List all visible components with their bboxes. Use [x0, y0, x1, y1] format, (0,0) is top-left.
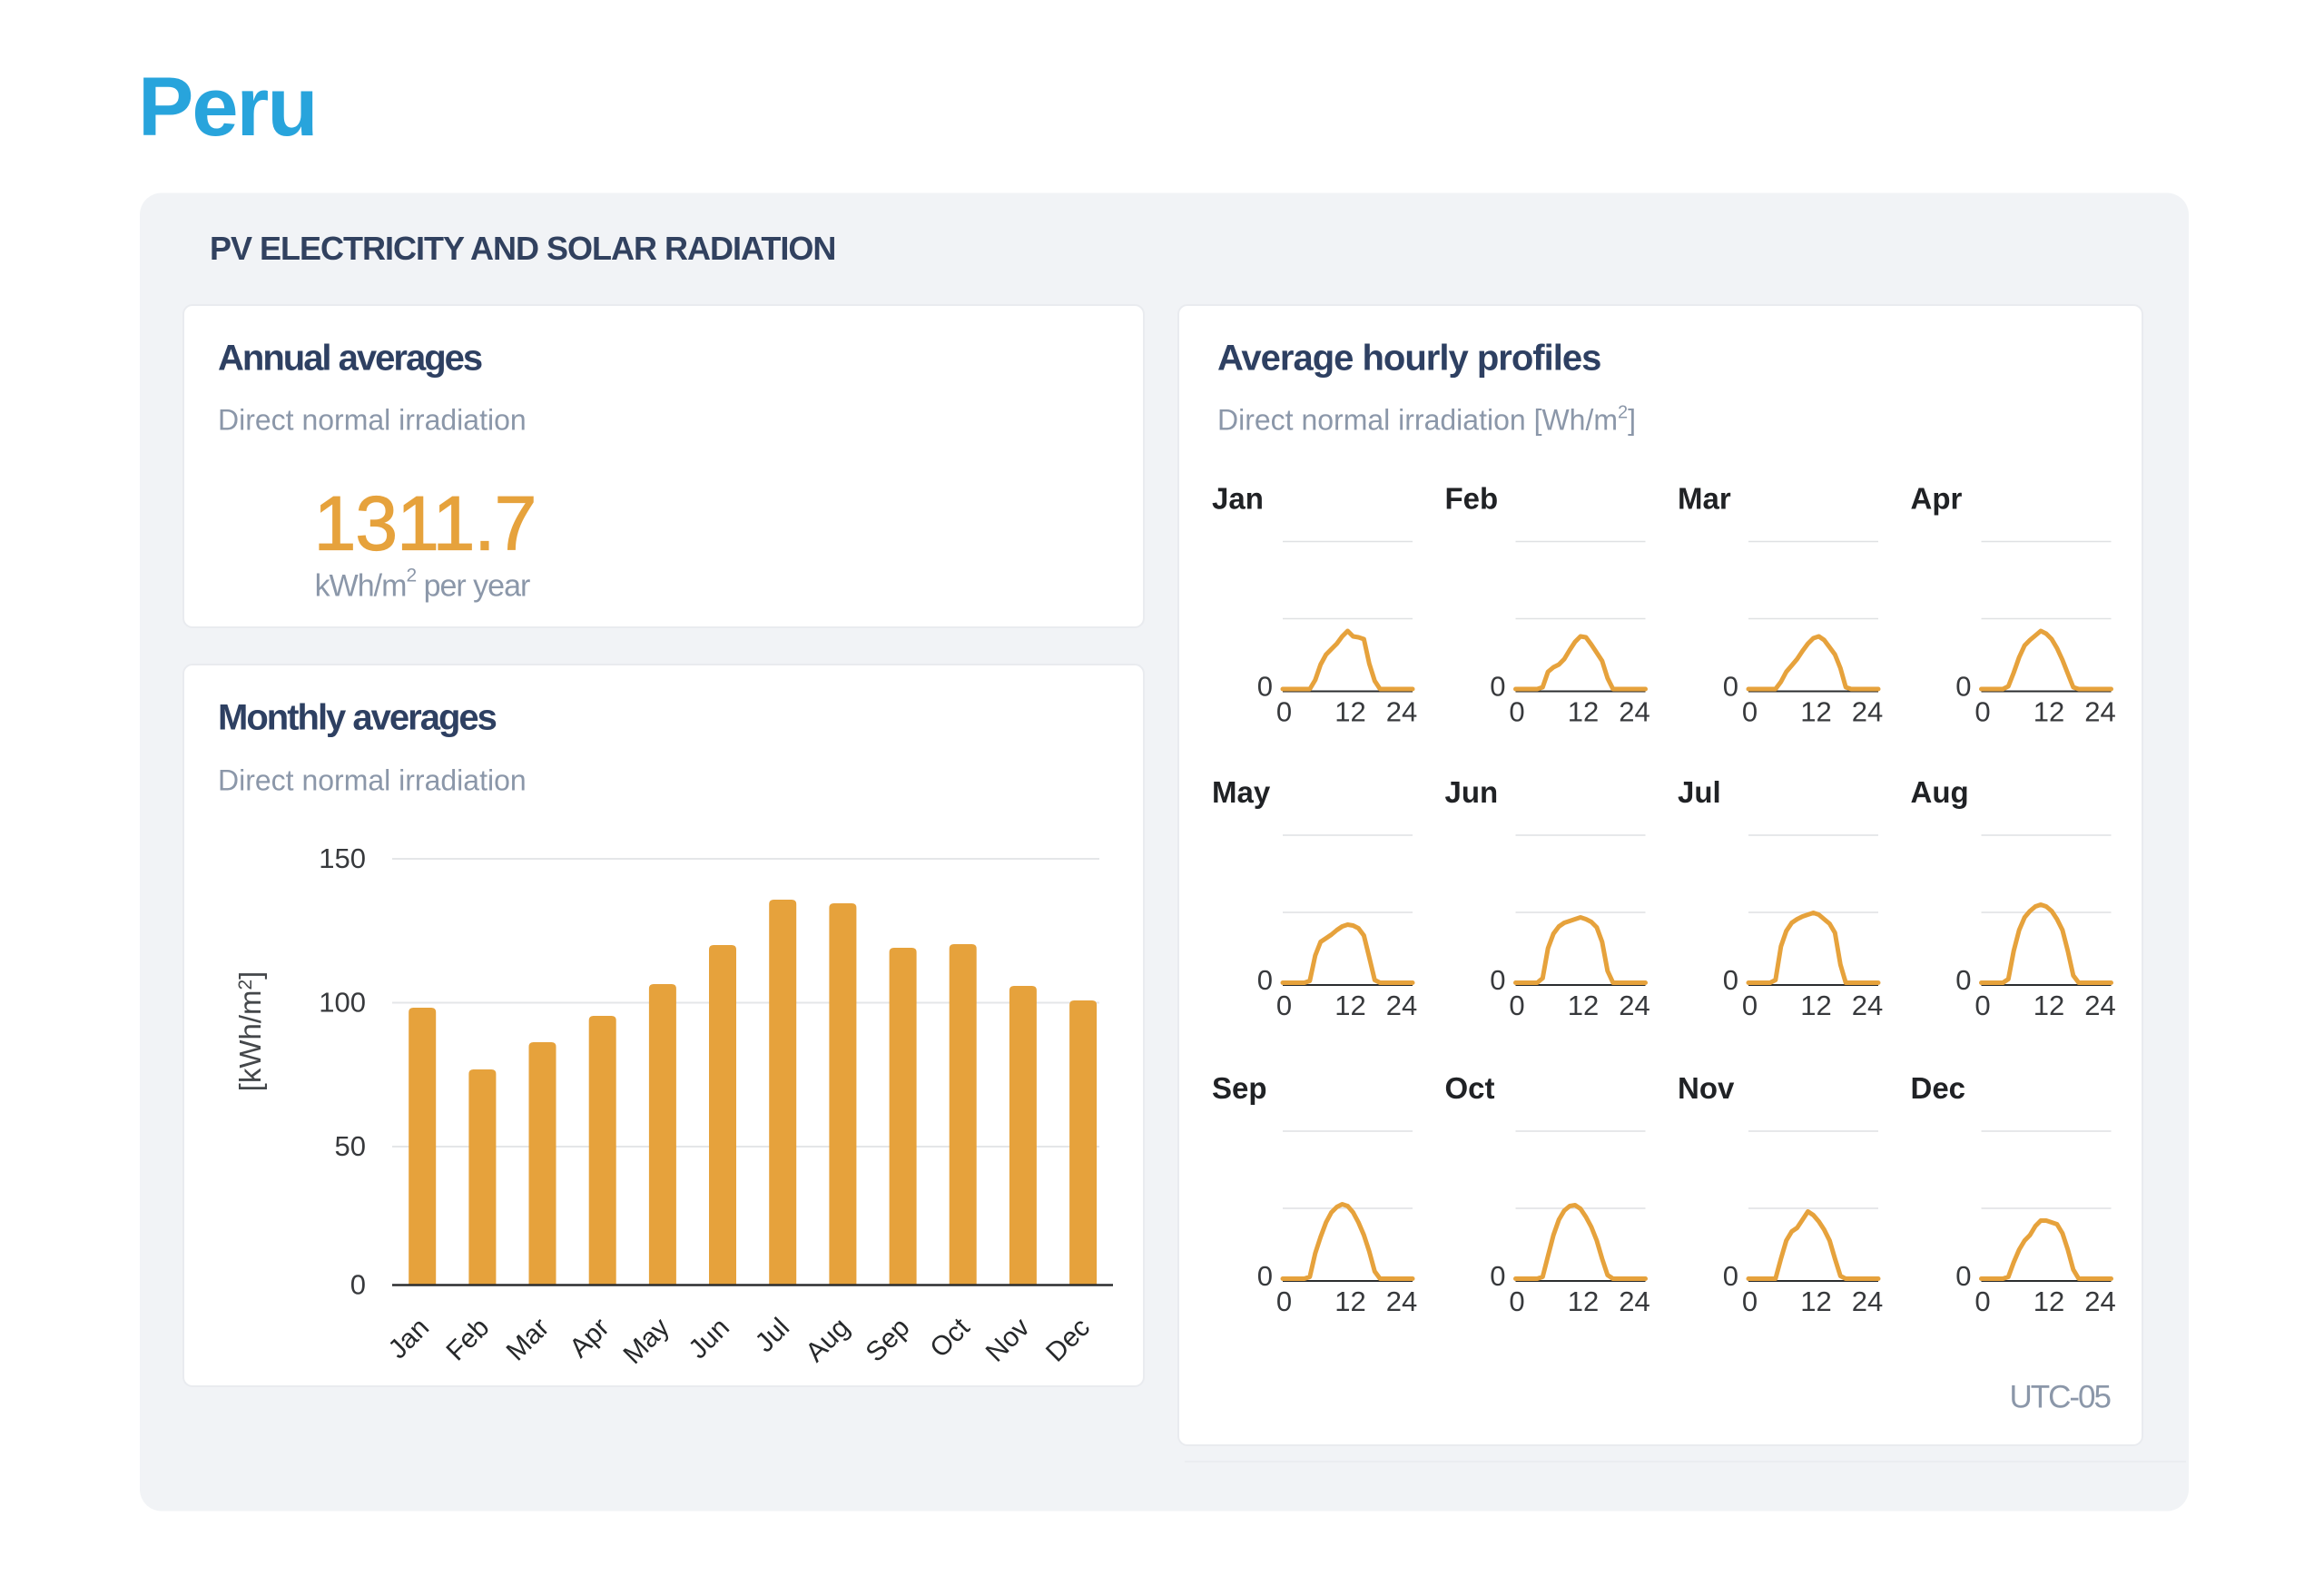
svg-text:24: 24	[1852, 696, 1883, 728]
svg-text:Nov: Nov	[1678, 1071, 1735, 1105]
svg-text:24: 24	[2084, 1285, 2115, 1317]
svg-text:Dec: Dec	[1911, 1071, 1966, 1105]
svg-text:0: 0	[1723, 1260, 1738, 1292]
svg-text:0: 0	[1490, 964, 1505, 996]
svg-text:PV ELECTRICITY AND SOLAR RADIA: PV ELECTRICITY AND SOLAR RADIATION	[210, 230, 835, 267]
svg-text:12: 12	[1800, 990, 1831, 1021]
svg-text:0: 0	[1742, 696, 1758, 728]
svg-text:Mar: Mar	[1678, 482, 1731, 516]
svg-text:Direct normal irradiation: Direct normal irradiation	[218, 404, 527, 437]
svg-text:0: 0	[1509, 696, 1524, 728]
svg-text:Aug: Aug	[1911, 775, 1969, 809]
svg-text:100: 100	[319, 987, 366, 1019]
svg-text:12: 12	[2034, 696, 2064, 728]
svg-text:Jun: Jun	[1445, 775, 1499, 809]
svg-text:kWh/m2 per year: kWh/m2 per year	[315, 566, 530, 604]
svg-text:0: 0	[1723, 964, 1738, 996]
svg-text:12: 12	[1568, 990, 1599, 1021]
svg-text:0: 0	[1509, 1285, 1524, 1317]
svg-text:Oct: Oct	[1445, 1071, 1495, 1105]
svg-text:0: 0	[1276, 696, 1292, 728]
svg-text:0: 0	[1490, 671, 1505, 703]
svg-text:12: 12	[1568, 696, 1599, 728]
svg-text:Sep: Sep	[1212, 1071, 1267, 1105]
svg-text:150: 150	[319, 842, 366, 874]
svg-text:12: 12	[1334, 1285, 1365, 1317]
svg-text:0: 0	[1257, 1260, 1273, 1292]
svg-text:[kWh/m2]: [kWh/m2]	[233, 971, 267, 1092]
svg-text:24: 24	[1386, 696, 1417, 728]
svg-text:24: 24	[1619, 696, 1649, 728]
svg-text:50: 50	[335, 1130, 366, 1162]
svg-text:12: 12	[2034, 990, 2064, 1021]
svg-text:0: 0	[350, 1269, 366, 1301]
svg-text:12: 12	[1568, 1285, 1599, 1317]
svg-text:Annual averages: Annual averages	[218, 339, 482, 379]
svg-text:24: 24	[1386, 990, 1417, 1021]
svg-text:Jan: Jan	[1212, 482, 1264, 516]
svg-text:12: 12	[2034, 1285, 2064, 1317]
svg-text:12: 12	[1800, 1285, 1831, 1317]
svg-text:12: 12	[1334, 696, 1365, 728]
svg-text:0: 0	[1974, 990, 1990, 1021]
svg-text:0: 0	[1276, 990, 1292, 1021]
svg-text:Peru: Peru	[138, 61, 317, 153]
svg-text:24: 24	[2084, 990, 2115, 1021]
svg-text:12: 12	[1800, 696, 1831, 728]
svg-text:24: 24	[1852, 1285, 1883, 1317]
svg-text:1311.7: 1311.7	[314, 481, 537, 566]
svg-text:0: 0	[1276, 1285, 1292, 1317]
svg-text:0: 0	[1257, 964, 1273, 996]
svg-text:0: 0	[1955, 671, 1971, 703]
svg-text:May: May	[1212, 775, 1271, 809]
svg-text:24: 24	[1852, 990, 1883, 1021]
svg-text:Apr: Apr	[1911, 482, 1963, 516]
svg-text:0: 0	[1955, 1260, 1971, 1292]
svg-text:0: 0	[1974, 696, 1990, 728]
svg-text:Direct normal irradiation: Direct normal irradiation	[218, 764, 527, 797]
svg-text:24: 24	[2084, 696, 2115, 728]
svg-text:Feb: Feb	[1445, 482, 1499, 516]
svg-text:0: 0	[1509, 990, 1524, 1021]
svg-text:Average hourly profiles: Average hourly profiles	[1217, 339, 1600, 379]
svg-text:0: 0	[1955, 964, 1971, 996]
svg-text:24: 24	[1619, 990, 1649, 1021]
svg-text:0: 0	[1257, 671, 1273, 703]
svg-text:0: 0	[1974, 1285, 1990, 1317]
svg-text:24: 24	[1619, 1285, 1649, 1317]
svg-text:0: 0	[1742, 1285, 1758, 1317]
svg-text:Direct normal irradiation [Wh/: Direct normal irradiation [Wh/m2]	[1217, 403, 1636, 437]
svg-text:0: 0	[1490, 1260, 1505, 1292]
svg-text:Monthly averages: Monthly averages	[218, 698, 497, 738]
svg-text:0: 0	[1742, 990, 1758, 1021]
svg-text:12: 12	[1334, 990, 1365, 1021]
svg-text:Jul: Jul	[1678, 775, 1721, 809]
svg-text:24: 24	[1386, 1285, 1417, 1317]
svg-text:UTC-05: UTC-05	[2009, 1379, 2110, 1414]
svg-text:0: 0	[1723, 671, 1738, 703]
